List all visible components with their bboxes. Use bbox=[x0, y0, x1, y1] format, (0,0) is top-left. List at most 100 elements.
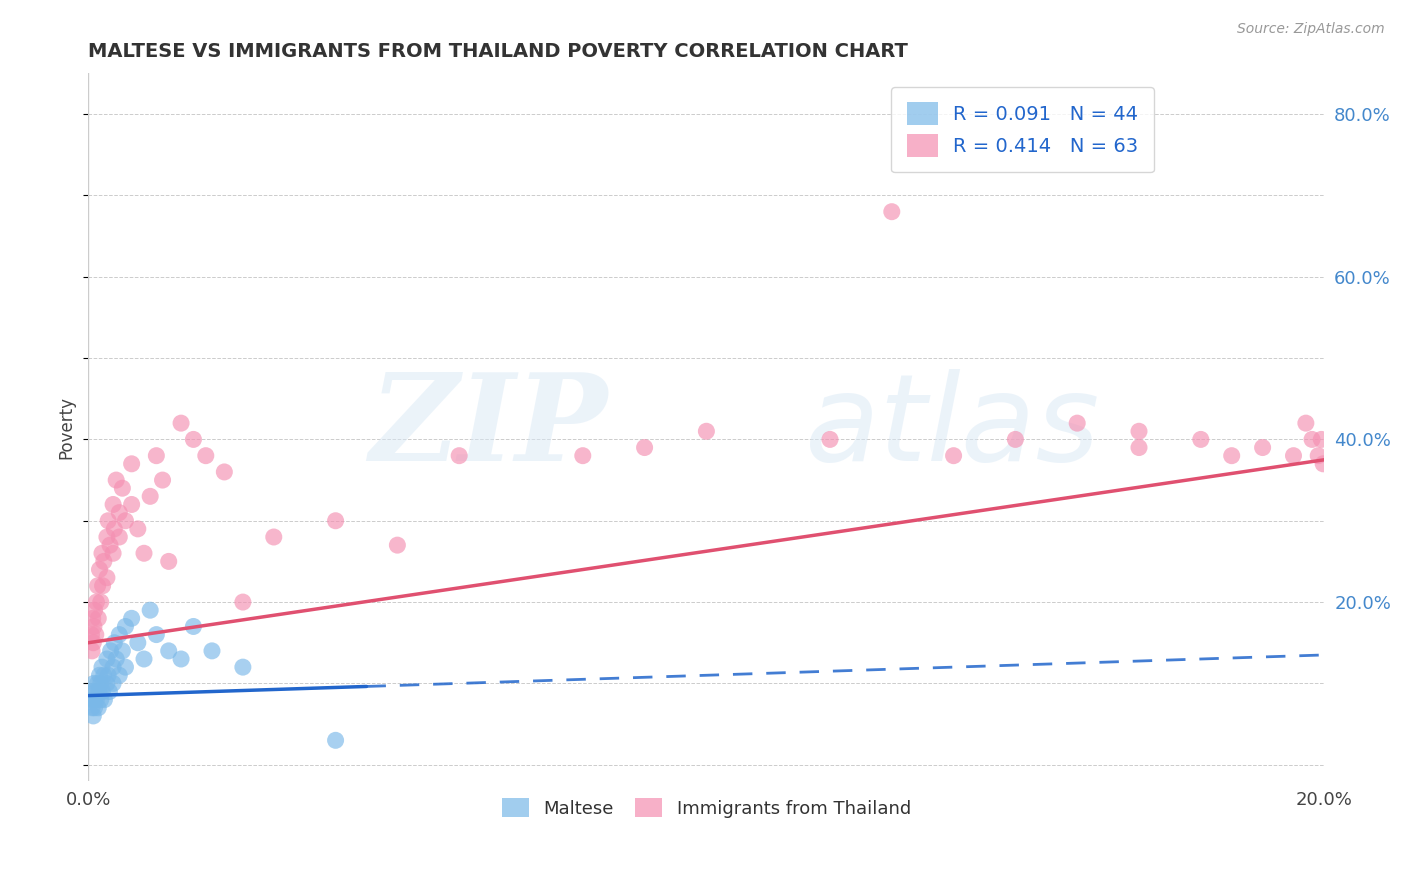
Point bbox=[83, 700, 105, 714]
Point bbox=[695, 424, 717, 438]
Text: Source: ZipAtlas.com: Source: ZipAtlas.com bbox=[1237, 22, 1385, 37]
Point bbox=[818, 433, 841, 447]
Point bbox=[90, 595, 112, 609]
Point bbox=[93, 692, 115, 706]
Point bbox=[83, 692, 105, 706]
Point bbox=[87, 700, 110, 714]
Point bbox=[101, 498, 124, 512]
Point bbox=[170, 416, 193, 430]
Point bbox=[91, 660, 114, 674]
Point bbox=[145, 449, 167, 463]
Point bbox=[80, 692, 103, 706]
Point bbox=[84, 684, 107, 698]
Point bbox=[91, 684, 114, 698]
Point bbox=[1310, 433, 1333, 447]
Point bbox=[263, 530, 285, 544]
Point bbox=[98, 538, 121, 552]
Point bbox=[100, 644, 122, 658]
Point bbox=[1128, 424, 1150, 438]
Point bbox=[93, 668, 115, 682]
Point bbox=[232, 660, 254, 674]
Point bbox=[145, 627, 167, 641]
Point bbox=[121, 457, 143, 471]
Point bbox=[82, 684, 104, 698]
Point bbox=[114, 660, 136, 674]
Point bbox=[1312, 457, 1334, 471]
Text: MALTESE VS IMMIGRANTS FROM THAILAND POVERTY CORRELATION CHART: MALTESE VS IMMIGRANTS FROM THAILAND POVE… bbox=[89, 42, 908, 61]
Point bbox=[91, 546, 114, 560]
Point bbox=[91, 579, 114, 593]
Point bbox=[183, 433, 205, 447]
Point bbox=[87, 684, 110, 698]
Point bbox=[101, 660, 124, 674]
Point bbox=[80, 644, 103, 658]
Point bbox=[96, 530, 118, 544]
Point bbox=[325, 514, 347, 528]
Point bbox=[96, 652, 118, 666]
Point bbox=[139, 489, 162, 503]
Point bbox=[80, 627, 103, 641]
Point bbox=[1308, 449, 1330, 463]
Point bbox=[942, 449, 965, 463]
Point bbox=[103, 522, 125, 536]
Point bbox=[1282, 449, 1305, 463]
Point bbox=[89, 562, 111, 576]
Point bbox=[157, 554, 180, 568]
Point bbox=[1301, 433, 1323, 447]
Text: ZIP: ZIP bbox=[370, 368, 607, 486]
Point bbox=[80, 700, 103, 714]
Point bbox=[101, 676, 124, 690]
Point bbox=[201, 644, 224, 658]
Point bbox=[127, 636, 149, 650]
Point bbox=[105, 652, 128, 666]
Point bbox=[1189, 433, 1212, 447]
Point bbox=[1128, 441, 1150, 455]
Point bbox=[108, 668, 131, 682]
Point bbox=[1220, 449, 1243, 463]
Point bbox=[108, 530, 131, 544]
Point bbox=[89, 668, 111, 682]
Point bbox=[84, 627, 107, 641]
Point bbox=[93, 554, 115, 568]
Point bbox=[111, 481, 134, 495]
Point bbox=[152, 473, 174, 487]
Point bbox=[83, 619, 105, 633]
Point bbox=[97, 514, 120, 528]
Point bbox=[86, 676, 108, 690]
Point bbox=[105, 473, 128, 487]
Point bbox=[132, 652, 155, 666]
Point bbox=[633, 441, 655, 455]
Point bbox=[132, 546, 155, 560]
Point bbox=[880, 204, 903, 219]
Legend: Maltese, Immigrants from Thailand: Maltese, Immigrants from Thailand bbox=[495, 791, 918, 825]
Point bbox=[98, 684, 121, 698]
Point bbox=[194, 449, 217, 463]
Point bbox=[114, 514, 136, 528]
Point bbox=[157, 644, 180, 658]
Point bbox=[127, 522, 149, 536]
Point bbox=[86, 579, 108, 593]
Point bbox=[90, 676, 112, 690]
Point bbox=[97, 668, 120, 682]
Point bbox=[121, 611, 143, 625]
Point bbox=[111, 644, 134, 658]
Point bbox=[82, 709, 104, 723]
Point bbox=[101, 546, 124, 560]
Point bbox=[108, 506, 131, 520]
Point bbox=[82, 611, 104, 625]
Point bbox=[86, 692, 108, 706]
Point bbox=[139, 603, 162, 617]
Point bbox=[86, 595, 108, 609]
Point bbox=[87, 611, 110, 625]
Point bbox=[1251, 441, 1274, 455]
Point bbox=[449, 449, 471, 463]
Point bbox=[387, 538, 409, 552]
Point bbox=[214, 465, 236, 479]
Point bbox=[170, 652, 193, 666]
Point bbox=[1004, 433, 1026, 447]
Point bbox=[1295, 416, 1317, 430]
Y-axis label: Poverty: Poverty bbox=[58, 396, 75, 458]
Point bbox=[325, 733, 347, 747]
Point bbox=[96, 571, 118, 585]
Point bbox=[121, 498, 143, 512]
